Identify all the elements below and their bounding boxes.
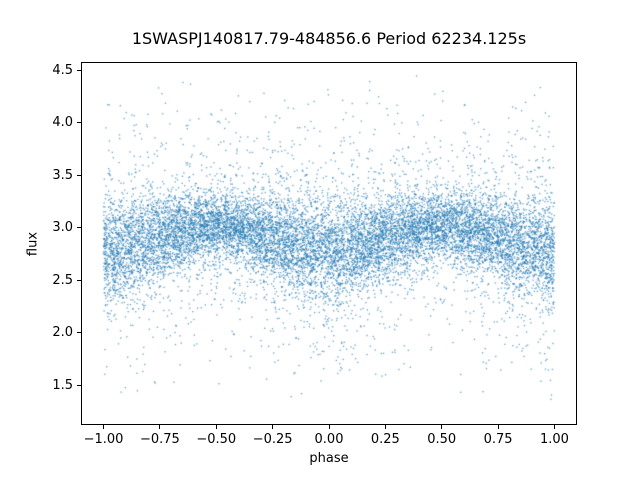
x-tick-mark	[159, 425, 161, 429]
x-tick-mark	[497, 425, 499, 429]
x-tick-label: −0.50	[196, 432, 237, 447]
x-tick-label: 0.50	[427, 432, 457, 447]
y-tick-mark	[77, 279, 81, 281]
x-tick-label: −0.75	[139, 432, 180, 447]
y-tick-label: 4.5	[52, 62, 73, 78]
y-tick-mark	[77, 384, 81, 386]
y-tick-label: 1.5	[52, 377, 73, 393]
x-tick-mark	[103, 425, 105, 429]
plot-title: 1SWASPJ140817.79-484856.6 Period 62234.1…	[131, 29, 527, 48]
y-tick-label: 2.5	[52, 272, 73, 288]
x-tick-mark	[384, 425, 386, 429]
x-tick-mark	[328, 425, 330, 429]
y-tick-mark	[77, 69, 81, 71]
y-tick-label: 2.0	[52, 325, 73, 341]
x-tick-mark	[553, 425, 555, 429]
x-tick-mark	[215, 425, 217, 429]
x-tick-mark	[272, 425, 274, 429]
y-tick-label: 3.0	[52, 220, 73, 236]
y-tick-mark	[77, 227, 81, 229]
x-tick-label: 0.25	[370, 432, 400, 447]
x-axis-label: phase	[309, 451, 349, 466]
scatter-plot-canvas	[81, 62, 577, 425]
y-tick-mark	[77, 122, 81, 124]
x-tick-label: 0.00	[314, 432, 344, 447]
x-tick-label: 1.00	[539, 432, 569, 447]
x-tick-label: −0.25	[252, 432, 293, 447]
y-axis-label: flux	[25, 231, 41, 257]
x-tick-mark	[441, 425, 443, 429]
x-tick-label: −1.00	[83, 432, 124, 447]
x-tick-label: 0.75	[483, 432, 513, 447]
y-tick-label: 4.0	[52, 115, 73, 131]
y-tick-mark	[77, 174, 81, 176]
y-tick-label: 3.5	[52, 167, 73, 183]
y-tick-mark	[77, 332, 81, 334]
